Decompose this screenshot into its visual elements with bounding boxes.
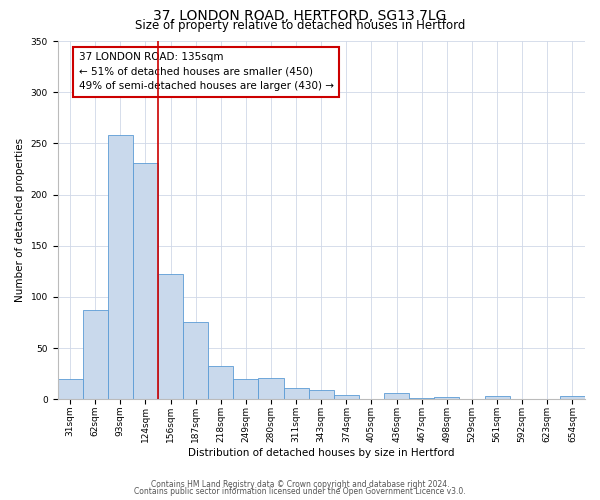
Bar [485, 396, 509, 400]
Text: Contains public sector information licensed under the Open Government Licence v3: Contains public sector information licen… [134, 487, 466, 496]
Bar [384, 393, 409, 400]
Text: 37 LONDON ROAD: 135sqm
← 51% of detached houses are smaller (450)
49% of semi-de: 37 LONDON ROAD: 135sqm ← 51% of detached… [79, 52, 334, 92]
Text: 37, LONDON ROAD, HERTFORD, SG13 7LG: 37, LONDON ROAD, HERTFORD, SG13 7LG [154, 9, 446, 23]
Bar [309, 390, 334, 400]
Bar [233, 379, 259, 400]
Bar [58, 379, 83, 400]
X-axis label: Distribution of detached houses by size in Hertford: Distribution of detached houses by size … [188, 448, 455, 458]
Bar [284, 388, 309, 400]
Bar [108, 135, 133, 400]
Bar [560, 396, 585, 400]
Text: Contains HM Land Registry data © Crown copyright and database right 2024.: Contains HM Land Registry data © Crown c… [151, 480, 449, 489]
Bar [158, 274, 183, 400]
Bar [208, 366, 233, 400]
Bar [83, 310, 108, 400]
Bar [409, 398, 434, 400]
Bar [133, 163, 158, 400]
Y-axis label: Number of detached properties: Number of detached properties [15, 138, 25, 302]
Bar [183, 322, 208, 400]
Bar [434, 398, 460, 400]
Text: Size of property relative to detached houses in Hertford: Size of property relative to detached ho… [135, 18, 465, 32]
Bar [334, 395, 359, 400]
Bar [259, 378, 284, 400]
